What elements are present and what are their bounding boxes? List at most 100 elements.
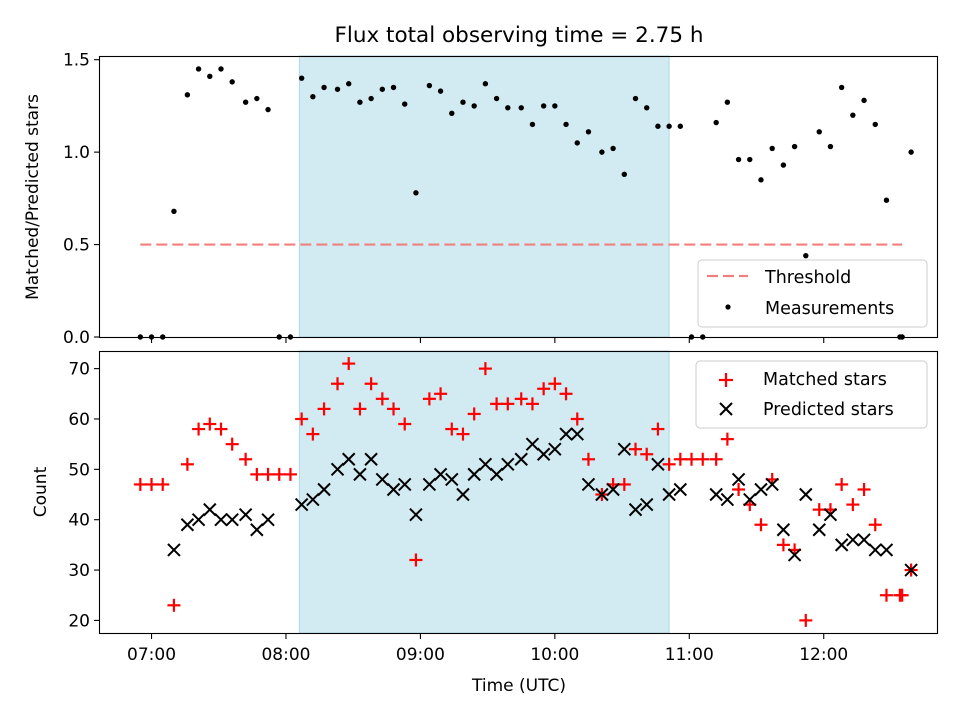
matched-star-marker [514,392,528,406]
matched-star-marker [776,538,790,552]
matched-star-marker [490,397,504,411]
bottom-legend: Matched stars Predicted stars [695,360,928,429]
matched-star-marker [133,477,147,491]
predicted-star-marker [606,482,620,497]
matched-star-marker [353,402,367,416]
x-tick-label: 10:00 [530,645,579,665]
measurement-point [426,82,433,89]
predicted-star-marker [868,543,882,557]
matched-star-marker [754,518,768,532]
bottom-axes-frame [98,350,939,635]
matched-star-marker [167,598,181,612]
predicted-star-marker [812,523,826,537]
top-y-tick-label: 1.5 [63,51,90,71]
top-y-tick-label: 0.0 [63,328,90,348]
matched-star-marker [261,467,275,481]
measurement-point [310,93,316,100]
predicted-star-marker [489,467,504,482]
predicted-star-marker [673,482,688,497]
measurement-point [265,106,271,113]
measurement-point [254,95,260,102]
predicted-star-marker [581,477,596,492]
top-shaded-interval [298,55,670,338]
predicted-star-marker [628,502,643,517]
predicted-star-marker [787,548,802,562]
measurement-point [346,81,352,87]
measurement-point [529,121,536,128]
measurements-legend-label: Measurements [765,299,894,319]
measurement-point [677,123,684,129]
measurement-point [368,95,374,102]
matched-star-marker [375,392,389,406]
bottom-legend-box [695,360,928,429]
predicted-star-marker [570,427,584,441]
matched-star-marker [868,518,882,532]
predicted-star-marker [754,482,768,497]
measurement-point [171,208,177,214]
predicted-star-marker [709,487,723,502]
measurement-point [747,156,753,163]
predicted-star-marker [559,427,573,441]
predicted-star-marker [261,512,275,527]
matched-star-marker [203,417,217,431]
predicted-star-marker [180,518,195,532]
predicted-stars-points [167,427,918,577]
predicted-star-marker [617,442,632,456]
predicted-star-marker [478,457,493,472]
measurement-point [908,149,914,155]
chart-title: Flux total observing time = 2.75 h [335,23,704,48]
matched-star-marker [295,412,309,426]
predicted-star-marker [317,482,331,497]
predicted-star-marker [398,477,412,492]
predicted-star-marker [375,472,390,487]
predicted-star-marker [536,447,551,461]
predicted-star-marker [353,467,367,482]
measurement-point [563,121,569,128]
measurement-point [321,84,327,91]
matched-star-marker [812,503,826,517]
matched-star-marker [696,452,710,466]
x-tick-label: 11:00 [665,645,714,665]
matched-star-marker [720,432,734,446]
matched-star-marker [409,553,423,567]
predicted-star-marker [225,512,239,527]
matched-star-marker [180,457,194,471]
bottom-y-tick-label: 20 [68,611,90,631]
predicted-star-marker [834,538,849,552]
predicted-star-marker [238,507,253,522]
matched-star-marker [192,422,206,436]
threshold-legend-label: Threshold [764,268,851,288]
predicted-star-marker [501,457,515,472]
measurement-point [827,143,834,150]
matched-star-marker [283,467,297,481]
matched-star-marker [548,377,562,391]
matched-star-marker [156,477,170,491]
matched-legend-swatch [719,373,733,387]
predicted-star-marker [456,487,470,502]
predicted-star-marker [342,452,356,466]
matched-star-marker [879,588,893,602]
predicted-star-marker [167,543,181,557]
measurement-point [402,101,408,107]
bottom-y-axis-label: Count [31,466,51,517]
matched-star-marker [317,402,331,416]
measurement-point [883,197,890,203]
measurement-point [585,129,592,135]
measurement-point [758,177,764,183]
matched-star-marker [617,477,631,491]
measurement-point [449,110,455,117]
measurement-point [460,99,466,105]
matched-star-marker [732,482,746,496]
bottom-x-axis: 07:00 08:00 09:00 10:00 11:00 12:00 [127,633,848,665]
predicted-star-marker [294,497,309,512]
matched-star-marker [559,387,573,401]
bottom-y-tick-label: 30 [68,561,90,581]
measurement-point [872,121,878,128]
measurement-point [644,105,650,111]
x-tick-label: 08:00 [261,645,310,665]
predicted-star-marker [306,492,320,507]
predicted-star-marker [595,487,609,502]
measurement-point [493,95,500,102]
predicted-star-marker [422,477,437,492]
measurement-point [838,84,845,91]
